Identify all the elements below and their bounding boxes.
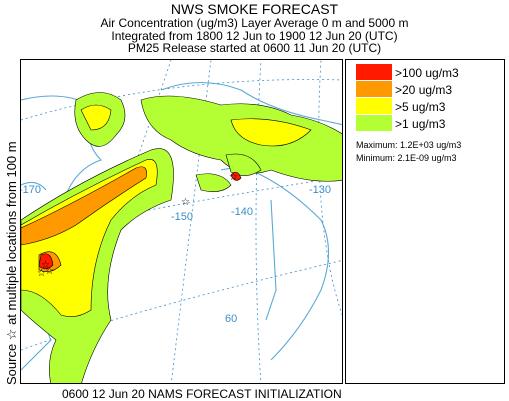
source-marker: ☆ [229,172,238,183]
map-svg: ☆ ☆ ☆ ☆ ☆ -170 -150 -140 -130 60 [21,60,342,383]
lon-label-150: -150 [171,211,193,223]
legend: >100 ug/m3 >20 ug/m3 >5 ug/m3 >1 ug/m3 M… [345,59,505,384]
legend-swatch-5 [356,98,392,114]
lat-label-60: 60 [225,313,237,325]
footer-initialization: 0600 12 Jun 20 NAMS FORECAST INITIALIZAT… [62,387,342,401]
subtitle-integration: Integrated from 1800 12 Jun to 1900 12 J… [111,29,398,43]
smoke-contour-100 [38,171,242,270]
source-markers: ☆ ☆ ☆ ☆ ☆ [37,172,238,279]
lon-label-140: -140 [231,206,253,218]
lon-label-170: -170 [21,184,41,196]
subtitle-release: PM25 Release started at 0600 11 Jun 20 (… [127,41,382,55]
source-marker: ☆ [45,266,54,277]
smoke-contour-5 [21,104,312,317]
lon-label-130: -130 [309,184,331,196]
legend-label-20: >20 ug/m3 [395,83,453,97]
legend-swatch-1 [356,115,392,131]
legend-label-5: >5 ug/m3 [395,100,446,114]
subtitle-concentration: Air Concentration (ug/m3) Layer Average … [100,16,409,30]
source-marker: ☆ [37,268,46,279]
legend-maximum: Maximum: 1.2E+03 ug/m3 [356,140,462,150]
legend-label-100: >100 ug/m3 [395,66,459,80]
legend-swatch-20 [356,81,392,97]
legend-swatch-100 [356,64,392,80]
legend-label-1: >1 ug/m3 [395,117,446,131]
source-marker: ☆ [181,197,190,208]
source-marker: ☆ [41,260,50,271]
smoke-map: ☆ ☆ ☆ ☆ ☆ -170 -150 -140 -130 60 [20,59,343,384]
source-label: Source ☆ at multiple locations from 100 … [4,141,19,385]
title: NWS SMOKE FORECAST [170,1,339,17]
legend-minimum: Minimum: 2.1E-09 ug/m3 [356,153,457,163]
